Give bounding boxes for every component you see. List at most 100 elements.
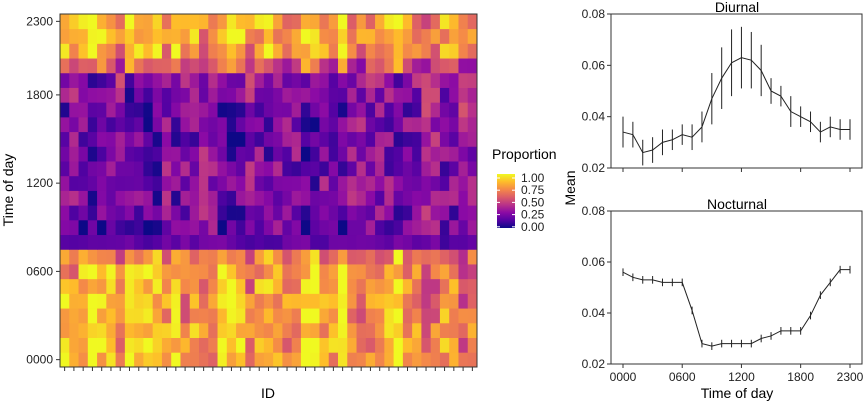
heatmap-cell bbox=[273, 249, 283, 265]
heatmap-cell bbox=[152, 293, 163, 309]
heatmap-cell bbox=[263, 249, 274, 265]
heatmap-cell bbox=[300, 205, 311, 221]
heatmap-cell bbox=[180, 161, 191, 177]
heatmap-cell bbox=[226, 161, 237, 177]
heatmap-cell bbox=[365, 264, 376, 280]
heatmap-cell bbox=[449, 161, 459, 177]
heatmap-cell bbox=[282, 293, 293, 309]
heatmap-cell bbox=[69, 219, 79, 236]
heatmap-cell bbox=[78, 14, 89, 30]
heatmap-cell bbox=[60, 293, 70, 309]
heatmap-cell bbox=[421, 219, 432, 236]
heatmap-cell bbox=[143, 190, 154, 206]
heatmap-cell bbox=[384, 175, 394, 191]
heatmap-cell bbox=[199, 175, 209, 191]
heatmap-cell bbox=[87, 175, 98, 191]
heatmap-cell bbox=[143, 264, 154, 280]
heatmap-cell bbox=[365, 131, 376, 147]
heatmap-cell bbox=[78, 175, 89, 191]
heatmap-cell bbox=[375, 146, 385, 162]
heatmap-cell bbox=[152, 161, 163, 177]
heatmap-cell bbox=[263, 234, 274, 250]
heatmap-cell bbox=[254, 337, 265, 353]
heatmap-cell bbox=[226, 146, 237, 162]
heatmap-cell bbox=[60, 352, 70, 368]
heatmap-cell bbox=[199, 308, 209, 324]
heatmap-cell bbox=[328, 278, 339, 294]
heatmap-cell bbox=[467, 161, 478, 177]
heatmap-cell bbox=[430, 43, 441, 59]
heatmap-cell bbox=[393, 72, 404, 88]
heatmap-cell bbox=[245, 43, 255, 59]
heatmap-cell bbox=[356, 205, 367, 221]
heatmap-cell bbox=[310, 264, 320, 280]
heatmap-cell bbox=[208, 72, 218, 88]
heatmap-cell bbox=[254, 28, 265, 44]
heatmap-cell bbox=[412, 352, 422, 368]
heatmap-cell bbox=[263, 205, 274, 221]
heatmap-cell bbox=[439, 116, 450, 133]
heatmap-cell bbox=[300, 116, 311, 133]
heatmap-cell bbox=[384, 234, 394, 250]
heatmap-cell bbox=[291, 264, 302, 280]
heatmap-cell bbox=[60, 264, 70, 280]
heatmap-cell bbox=[430, 131, 441, 147]
heatmap-cell bbox=[60, 102, 70, 118]
heatmap-cell bbox=[106, 146, 116, 162]
heatmap-cell bbox=[412, 234, 422, 250]
heatmap-cell bbox=[338, 352, 348, 368]
heatmap-cell bbox=[300, 352, 311, 368]
heatmap-cell bbox=[189, 14, 200, 30]
heatmap-cell bbox=[245, 219, 255, 236]
heatmap-cell bbox=[106, 278, 116, 294]
heatmap-cell bbox=[180, 131, 191, 147]
heatmap-cell bbox=[236, 337, 246, 353]
heatmap-cell bbox=[300, 43, 311, 59]
heatmap-cell bbox=[143, 234, 154, 250]
heatmap-cell bbox=[115, 190, 126, 206]
heatmap-cell bbox=[328, 28, 339, 44]
heatmap-cell bbox=[291, 293, 302, 309]
heatmap-cell bbox=[254, 87, 265, 103]
heatmap-cell bbox=[69, 131, 79, 147]
heatmap-cell bbox=[106, 337, 116, 353]
heatmap-cell bbox=[189, 264, 200, 280]
heatmap-cell bbox=[97, 278, 107, 294]
heatmap-cell bbox=[402, 219, 413, 236]
heatmap-cell bbox=[338, 337, 348, 353]
heatmap-cell bbox=[97, 14, 107, 30]
heatmap-cell bbox=[300, 72, 311, 88]
heatmap-cell bbox=[78, 219, 89, 236]
heatmap-cell bbox=[319, 293, 330, 309]
heatmap-cell bbox=[375, 234, 385, 250]
heatmap-cell bbox=[458, 249, 469, 265]
heatmap-cell bbox=[245, 87, 255, 103]
heatmap-cell bbox=[375, 72, 385, 88]
heatmap-cell bbox=[402, 249, 413, 265]
heatmap-cell bbox=[412, 308, 422, 324]
heatmap-cell bbox=[78, 308, 89, 324]
heatmap-cell bbox=[143, 278, 154, 294]
heatmap-y-tick-label: 1200 bbox=[26, 176, 53, 190]
heatmap-cell bbox=[273, 72, 283, 88]
heatmap-cell bbox=[291, 146, 302, 162]
heatmap-cell bbox=[217, 249, 228, 265]
heatmap-cell bbox=[356, 87, 367, 103]
heatmap-cell bbox=[245, 58, 255, 74]
heatmap-cell bbox=[347, 175, 357, 191]
heatmap-cell bbox=[143, 146, 154, 162]
heatmap-cell bbox=[375, 175, 385, 191]
heatmap-cell bbox=[310, 87, 320, 103]
heatmap-cell bbox=[365, 308, 376, 324]
heatmap-cell bbox=[189, 234, 200, 250]
heatmap-cell bbox=[189, 87, 200, 103]
heatmap-cell bbox=[263, 278, 274, 294]
heatmap-cell bbox=[254, 234, 265, 250]
heatmap-cell bbox=[236, 146, 246, 162]
heatmap-cell bbox=[412, 264, 422, 280]
heatmap-cell bbox=[199, 131, 209, 147]
heatmap-cell bbox=[134, 175, 144, 191]
heatmap-cell bbox=[439, 264, 450, 280]
heatmap-cell bbox=[291, 219, 302, 236]
heatmap-cell bbox=[180, 14, 191, 30]
